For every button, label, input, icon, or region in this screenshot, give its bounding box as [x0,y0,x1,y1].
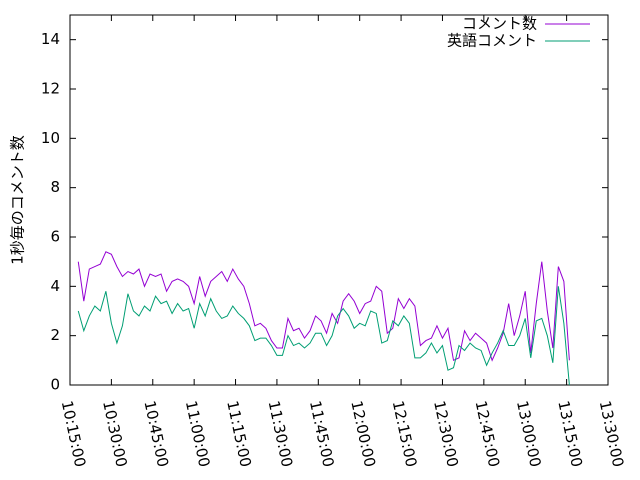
x-tick-label: 11:45:00 [306,399,338,469]
legend-label: コメント数 [462,15,537,33]
x-tick-label: 10:15:00 [58,399,90,469]
y-tick-label: 14 [41,30,60,48]
x-tick-label: 12:30:00 [430,399,462,469]
x-tick-label: 13:15:00 [554,399,586,469]
y-tick-label: 6 [50,228,60,246]
plot-frame [69,14,609,386]
x-tick-label: 12:00:00 [347,399,379,469]
y-tick-label: 10 [41,129,60,147]
x-tick-label: 12:45:00 [472,399,504,469]
x-tick-label: 12:15:00 [389,399,421,469]
x-tick-label: 11:15:00 [223,399,255,469]
x-tick-label: 10:45:00 [140,399,172,469]
y-tick-label: 2 [50,326,60,344]
x-tick-label: 13:30:00 [596,399,628,469]
legend-label: 英語コメント [447,32,537,50]
x-tick-label: 10:30:00 [99,399,131,469]
y-tick-label: 8 [50,178,60,196]
series-line [77,286,570,386]
y-axis-label: 1秒毎のコメント数 [9,135,27,265]
x-tick-label: 11:30:00 [265,399,297,469]
x-tick-label: 11:00:00 [182,399,214,469]
series-line [77,251,570,362]
x-tick-label: 13:00:00 [513,399,545,469]
y-tick-label: 12 [41,80,60,98]
y-tick-label: 4 [50,277,60,295]
y-tick-label: 0 [50,376,60,394]
